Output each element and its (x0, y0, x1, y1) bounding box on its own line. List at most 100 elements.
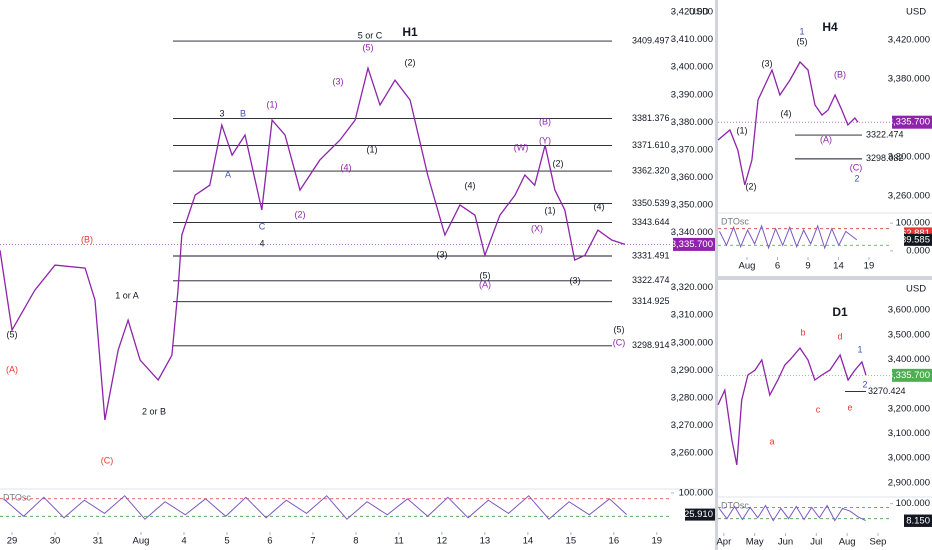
wave-label: (3) (762, 58, 773, 68)
x-tick-label: Sep (870, 537, 887, 548)
wave-label: (B) (81, 234, 93, 244)
wave-label: c (816, 404, 821, 414)
panel-title: D1 (832, 305, 848, 319)
y-tick-label: 3,300.000 (671, 337, 713, 348)
wave-label: (4) (781, 108, 792, 118)
osc-tag (685, 508, 715, 521)
price-line (717, 60, 859, 186)
wave-label: (C) (613, 337, 626, 347)
x-tick-label: Aug (133, 536, 150, 547)
x-tick-label: May (746, 537, 764, 548)
y-tick-label: 3,410.000 (671, 34, 713, 45)
y-tick-label: 3,380.000 (671, 117, 713, 128)
x-tick-label: 9 (805, 261, 810, 272)
wave-label: (4) (594, 201, 605, 211)
y-tick-label: 3,300.000 (888, 152, 930, 163)
wave-label: (4) (341, 162, 352, 172)
x-tick-label: 13 (480, 536, 491, 547)
price-tag (892, 115, 932, 129)
wave-label: A (225, 169, 231, 179)
osc-tag-label: 8.150 (906, 515, 930, 526)
wave-label: B (240, 108, 246, 118)
wave-label: 5 or C (358, 30, 383, 40)
level-label: 3381.376 (632, 113, 670, 123)
wave-label: (W) (514, 142, 529, 152)
wave-label: a (769, 436, 774, 446)
y-tick-label: 3,400.000 (671, 62, 713, 73)
price-tag-label: 3,335.700 (888, 117, 930, 128)
x-tick-label: 7 (310, 536, 315, 547)
wave-label: (1) (545, 205, 556, 215)
wave-label: (C) (850, 162, 863, 172)
wave-label: (A) (6, 364, 18, 374)
x-tick-label: Jun (778, 537, 793, 548)
level-label: 3343.644 (632, 217, 670, 227)
y-tick-label: 3,340.000 (671, 227, 713, 238)
wave-label: (A) (820, 134, 832, 144)
y-tick-label: 3,310.000 (671, 310, 713, 321)
wave-label: (2) (405, 57, 416, 67)
osc-line (719, 224, 858, 250)
y-tick-label: 3,270.000 (671, 420, 713, 431)
wave-label: (Y) (539, 135, 551, 145)
osc-tick-label: 0.000 (906, 245, 930, 256)
y-tick-label: 2,900.000 (888, 477, 930, 488)
wave-label: 2 (862, 379, 867, 389)
wave-label: 1 or A (115, 290, 139, 300)
wave-label: (3) (570, 275, 581, 285)
y-tick-label: 3,500.000 (888, 329, 930, 340)
price-tag-label: 3,335.700 (671, 239, 713, 250)
wave-label: 3 (219, 108, 224, 118)
panel-title: H4 (822, 20, 838, 34)
currency: USD (906, 284, 926, 295)
x-tick-label: 16 (609, 536, 620, 547)
y-tick-label: 3,600.000 (888, 305, 930, 316)
wave-label: e (847, 402, 852, 412)
wave-label: (2) (553, 158, 564, 168)
osc-tag-label: 39.585 (901, 234, 930, 245)
y-tick-label: 3,370.000 (671, 144, 713, 155)
x-tick-label: 6 (267, 536, 272, 547)
x-tick-label: 29 (7, 536, 18, 547)
x-tick-label: 12 (437, 536, 448, 547)
panel-divider (718, 276, 932, 280)
wave-label: 2 or B (142, 406, 166, 416)
currency: USD (689, 7, 709, 18)
y-tick-label: 3,400.000 (888, 354, 930, 365)
y-tick-label: 3,420.000 (888, 34, 930, 45)
osc-tick-label: 100.000 (896, 218, 930, 229)
osc-tag (904, 514, 932, 527)
level-label: 3314.925 (632, 296, 670, 306)
level-label: 3270.424 (868, 386, 906, 396)
x-tick-label: Apr (716, 537, 731, 548)
x-tick-label: 8 (353, 536, 358, 547)
wave-label: (5) (797, 36, 808, 46)
x-tick-label: 14 (523, 536, 534, 547)
level-label: 3371.610 (632, 140, 670, 150)
level-label: 3322.474 (632, 275, 670, 285)
wave-label: 4 (259, 238, 264, 248)
wave-label: (A) (479, 279, 491, 289)
panel-divider (715, 0, 718, 550)
wave-label: (X) (531, 223, 543, 233)
price-line (717, 347, 867, 466)
wave-label: (5) (614, 324, 625, 334)
price-line (0, 65, 626, 421)
x-tick-label: 5 (224, 536, 229, 547)
osc-label: DTOsc (721, 216, 749, 226)
wave-label: (C) (101, 455, 114, 465)
osc-line (3, 495, 628, 520)
wave-label: d (837, 331, 842, 341)
x-tick-label: 11 (394, 536, 404, 547)
level-label: 3331.491 (632, 250, 670, 260)
level-label: 3322.474 (866, 129, 904, 139)
x-tick-label: 14 (833, 261, 844, 272)
x-tick-label: 4 (181, 536, 186, 547)
osc-tag (904, 233, 932, 246)
price-tag-label: 3,335.700 (888, 370, 930, 381)
wave-label: (2) (295, 209, 306, 219)
x-tick-label: Aug (839, 537, 856, 548)
x-tick-label: 15 (566, 536, 577, 547)
x-tick-label: 19 (864, 261, 875, 272)
